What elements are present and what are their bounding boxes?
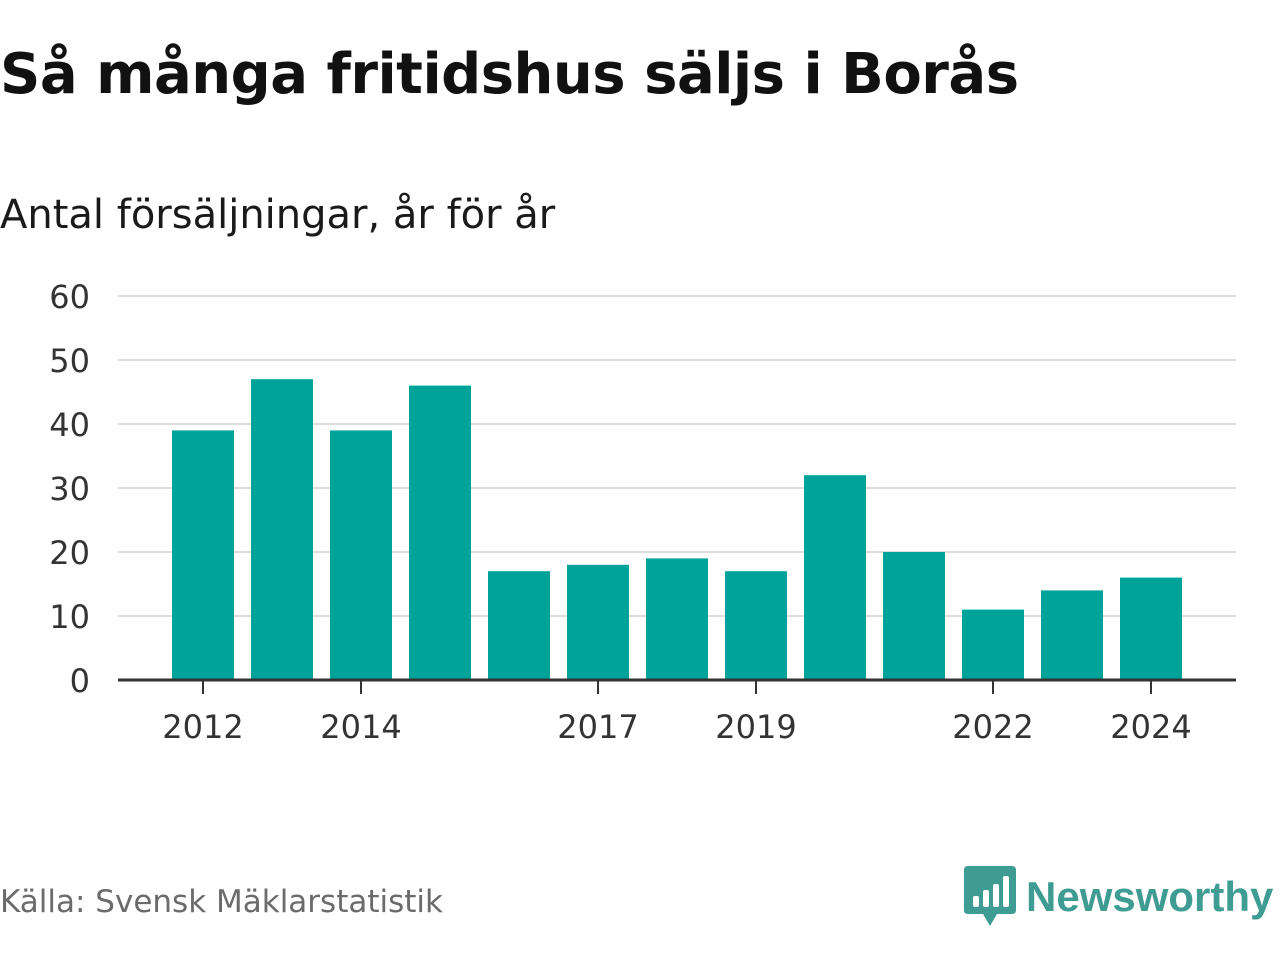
bar-2012 [172,430,234,680]
bars [172,379,1182,680]
x-axis [118,678,1236,694]
bar-2016 [488,571,550,680]
bar-2024 [1120,577,1182,680]
bar-2013 [251,379,313,680]
bar-2018 [646,558,708,680]
y-axis-tick-labels: 0 10 20 30 40 50 60 [49,278,90,700]
chart-title: Så många fritidshus säljs i Borås [0,42,1019,107]
bar-2019 [725,571,787,680]
x-tick-label: 2024 [1110,708,1191,746]
brand-name: Newsworthy [1026,873,1274,920]
bar-chart-speech-bubble-icon [964,866,1016,926]
y-tick-label: 20 [49,534,90,572]
y-tick-label: 60 [49,278,90,316]
y-tick-label: 0 [70,662,90,700]
x-tick-label: 2022 [952,708,1033,746]
bar-2015 [409,385,471,680]
x-tick-label: 2019 [715,708,796,746]
x-tick-label: 2014 [320,708,401,746]
chart-subtitle: Antal försäljningar, år för år [0,192,556,238]
x-axis-tick-labels: 2012 2014 2017 2019 2022 2024 [162,708,1191,746]
x-tick-label: 2012 [162,708,243,746]
bar-2021 [883,552,945,680]
bar-2023 [1041,590,1103,680]
bar-2014 [330,430,392,680]
y-tick-label: 40 [49,406,90,444]
y-tick-label: 10 [49,598,90,636]
y-tick-label: 30 [49,470,90,508]
y-tick-label: 50 [49,342,90,380]
bar-2020 [804,475,866,680]
source-note: Källa: Svensk Mäklarstatistik [0,884,443,920]
newsworthy-logo[interactable]: Newsworthy [964,866,1273,928]
x-tick-label: 2017 [557,708,638,746]
bar-2022 [962,609,1024,680]
bar-2017 [567,564,629,680]
